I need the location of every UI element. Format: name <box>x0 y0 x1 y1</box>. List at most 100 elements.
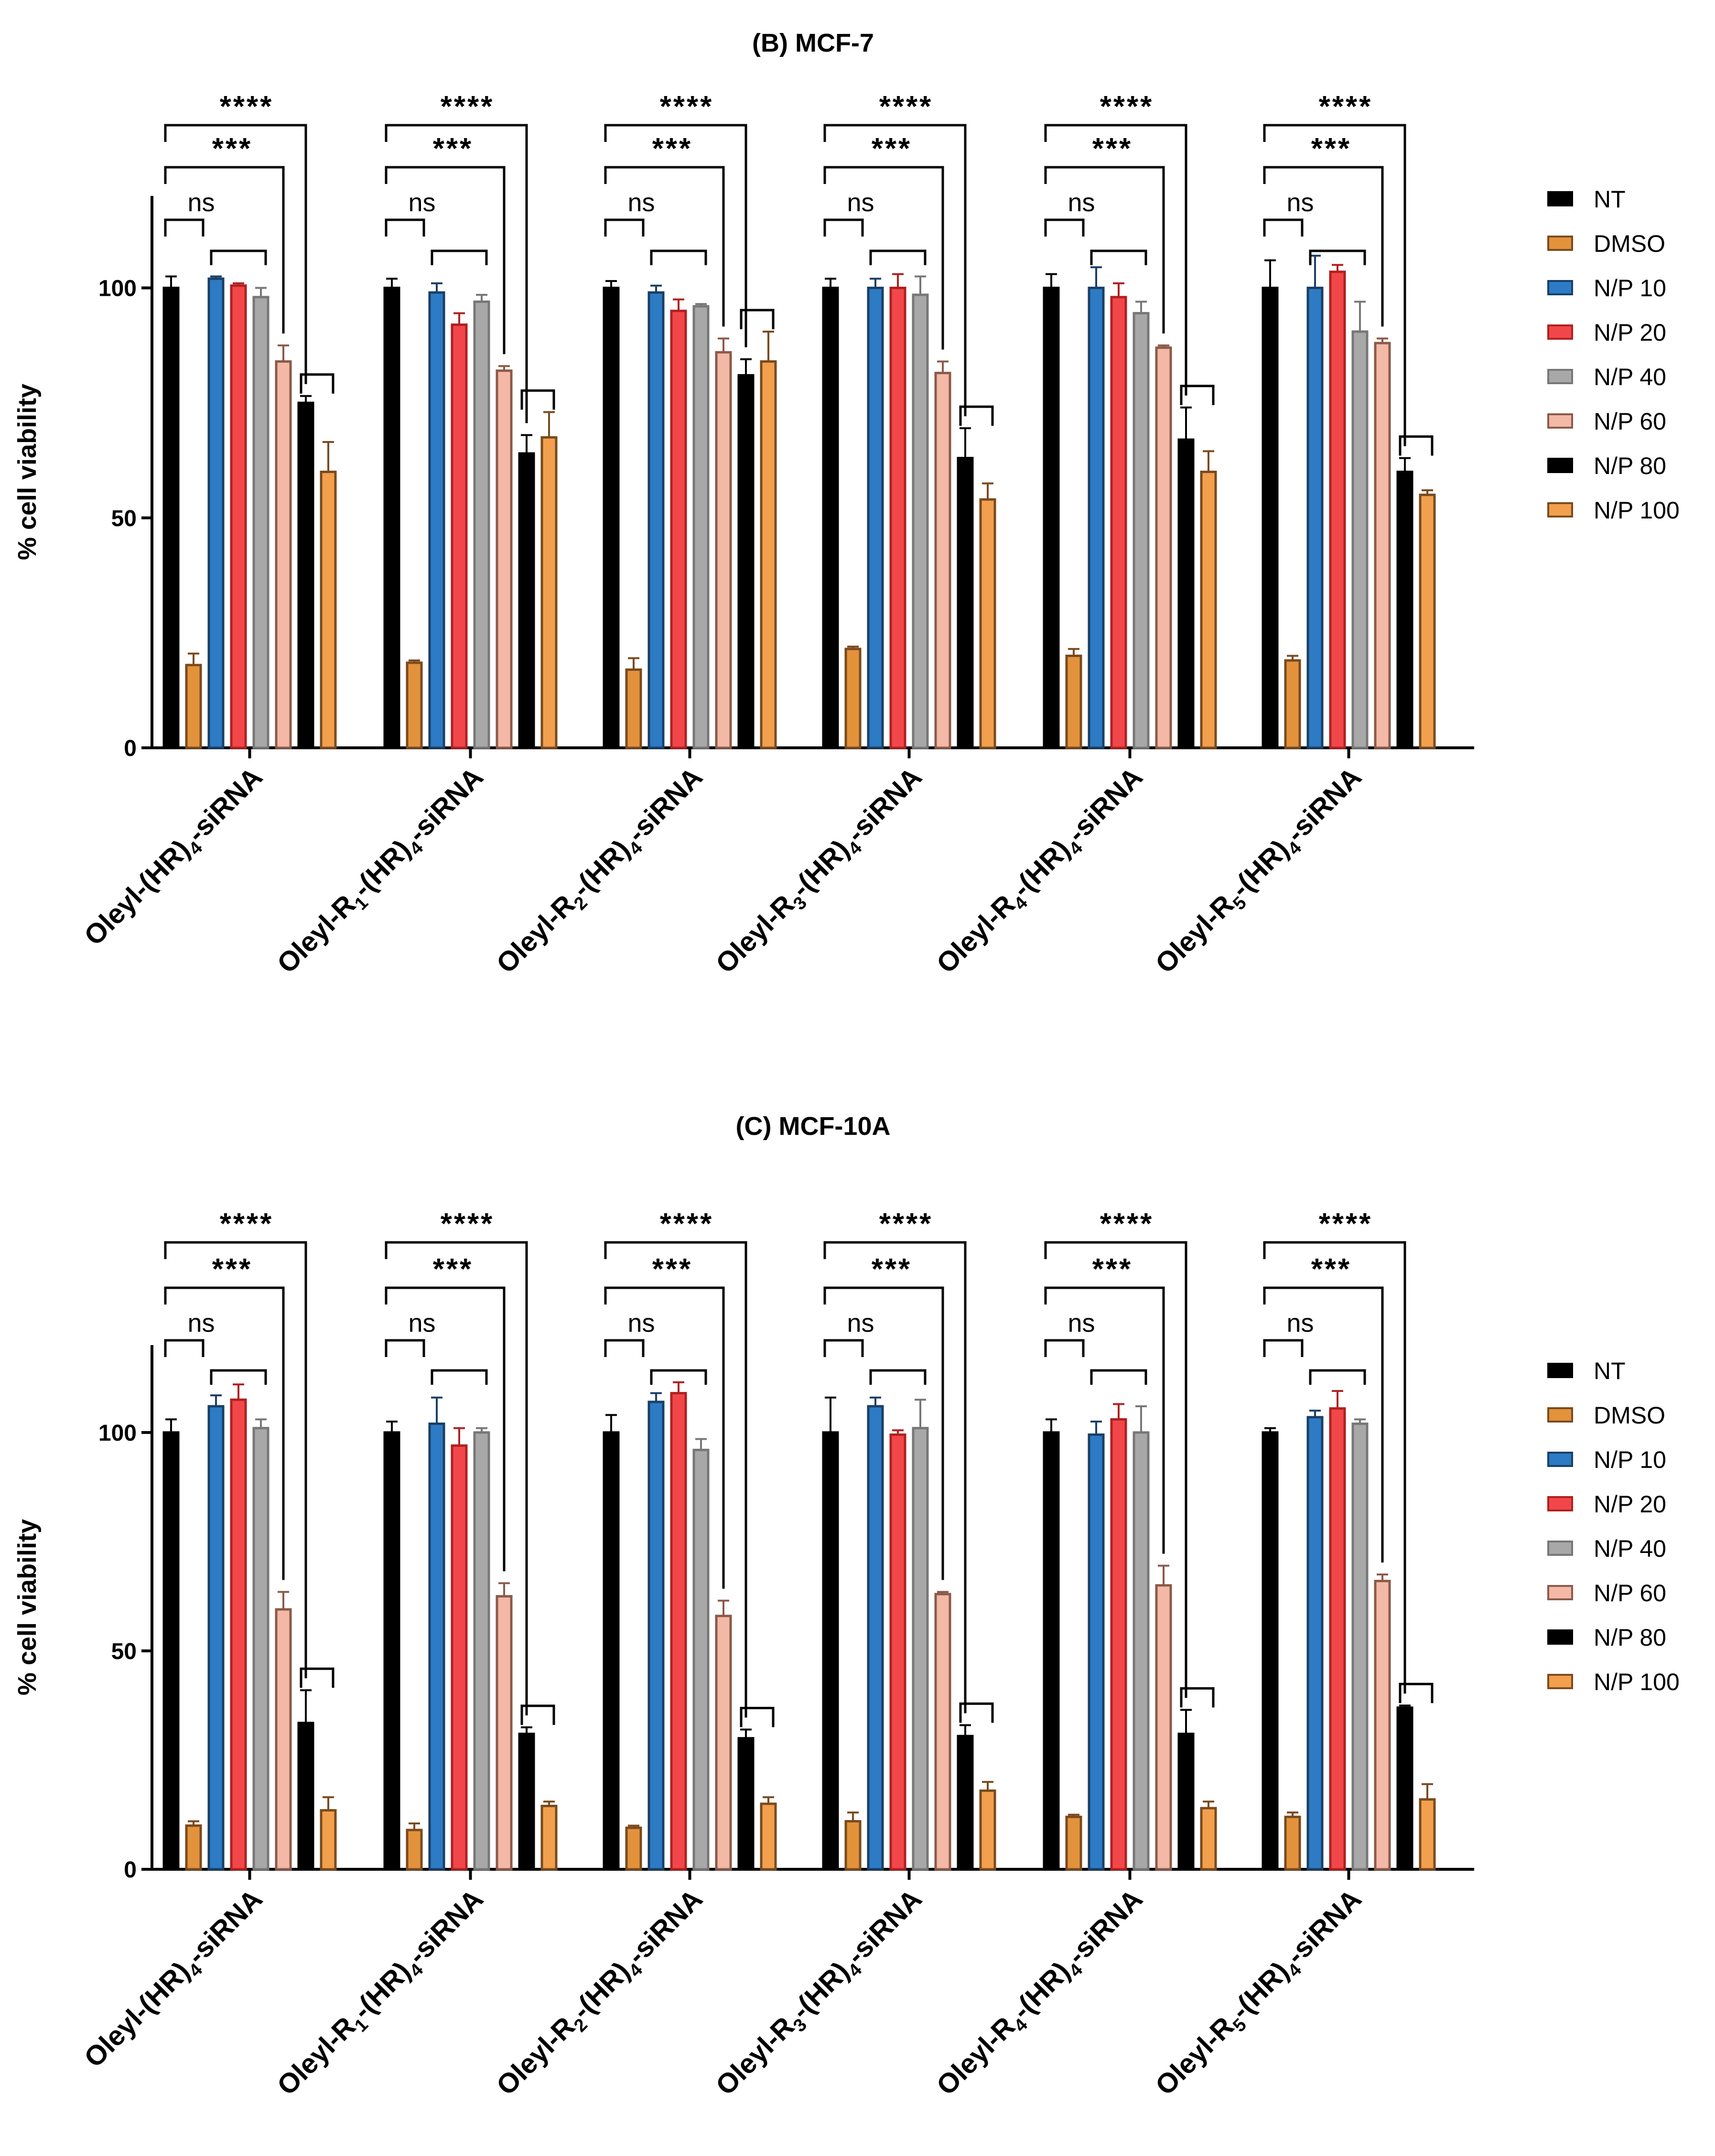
significance-bracket-ns <box>1044 1339 1085 1357</box>
significance-bracket-4star <box>1263 124 1406 446</box>
significance-bracket-pair <box>1399 1682 1434 1703</box>
bar-n-p-20 <box>670 310 687 749</box>
significance-label: *** <box>1092 1253 1133 1286</box>
significance-label: ns <box>847 1309 874 1337</box>
x-tick-label: Oleyl-R5-(HR)4-siRNA <box>1149 761 1370 982</box>
legend-swatch <box>1547 1452 1573 1467</box>
significance-label: *** <box>433 1253 473 1286</box>
significance-bracket-3star <box>1263 166 1384 327</box>
significance-bracket-pair <box>1180 1687 1215 1708</box>
legend-label: DMSO <box>1594 1402 1665 1429</box>
bar-n-p-60 <box>934 1593 951 1871</box>
legend-label: N/P 10 <box>1594 1446 1666 1473</box>
significance-bracket-sub <box>650 1369 707 1385</box>
bar-dmso <box>844 1820 862 1871</box>
legend-label: N/P 60 <box>1594 408 1666 435</box>
significance-bracket-4star <box>164 1241 307 1679</box>
bar-n-p-40 <box>692 305 710 749</box>
bar-nt <box>822 287 839 749</box>
bar-n-p-100 <box>760 1802 777 1871</box>
significance-bracket-pair <box>740 309 775 329</box>
bar-n-p-80 <box>1396 471 1413 749</box>
x-tick-label: Oleyl-R1-(HR)4-siRNA <box>271 761 492 982</box>
legend-label: N/P 100 <box>1594 497 1680 524</box>
significance-bracket-pair <box>1399 435 1434 456</box>
legend-swatch <box>1547 324 1573 340</box>
bar-n-p-40 <box>473 300 490 749</box>
significance-label: **** <box>220 90 274 123</box>
significance-label: **** <box>1319 1207 1373 1240</box>
bar-n-p-10 <box>428 291 445 749</box>
significance-bracket-3star <box>1263 1286 1384 1563</box>
legend-label: NT <box>1594 186 1626 213</box>
significance-label: *** <box>652 1253 692 1286</box>
significance-bracket-4star <box>604 1241 747 1718</box>
bar-n-p-40 <box>1351 1423 1369 1871</box>
significance-bracket-pair <box>520 389 555 410</box>
bar-n-p-80 <box>518 452 535 749</box>
significance-bracket-sub <box>1309 1369 1366 1385</box>
bar-n-p-80 <box>737 374 755 749</box>
significance-bracket-3star <box>385 1286 506 1572</box>
bar-n-p-60 <box>496 1595 513 1871</box>
significance-bracket-pair <box>740 1706 775 1727</box>
bar-n-p-20 <box>1329 270 1346 749</box>
bar-dmso <box>1065 1815 1082 1871</box>
significance-label: **** <box>441 90 495 123</box>
bar-n-p-60 <box>1374 342 1391 749</box>
bar-nt <box>822 1431 839 1871</box>
bar-n-p-10 <box>647 1401 665 1871</box>
significance-bracket-3star <box>385 166 506 355</box>
bar-n-p-60 <box>715 351 732 749</box>
bar-n-p-40 <box>1351 330 1369 749</box>
significance-label: **** <box>879 1207 933 1240</box>
legend-label: N/P 20 <box>1594 319 1666 346</box>
significance-bracket-sub <box>869 249 927 265</box>
legend-label: DMSO <box>1594 230 1665 257</box>
bar-dmso <box>406 1829 423 1871</box>
legend-swatch <box>1547 1363 1573 1378</box>
bar-n-p-20 <box>1110 1418 1127 1871</box>
significance-bracket-4star <box>1044 1241 1187 1698</box>
significance-bracket-4star <box>823 1241 967 1714</box>
significance-bracket-3star <box>164 166 285 334</box>
x-tick-label: Oleyl-R2-(HR)4-siRNA <box>490 761 712 982</box>
bar-n-p-20 <box>451 323 468 749</box>
x-tick-label: Oleyl-R2-(HR)4-siRNA <box>490 1883 712 2104</box>
legend-label: N/P 100 <box>1594 1669 1680 1695</box>
significance-bracket-3star <box>604 1286 725 1589</box>
bar-n-p-100 <box>540 436 558 749</box>
significance-label: ns <box>627 1309 655 1337</box>
significance-bracket-ns <box>385 218 425 237</box>
significance-bracket-3star <box>1044 166 1165 334</box>
legend-label: NT <box>1594 1358 1626 1384</box>
y-axis-label: % cell viability <box>13 1519 42 1695</box>
significance-bracket-4star <box>1263 1241 1406 1694</box>
bar-n-p-20 <box>670 1392 687 1871</box>
legend-swatch <box>1547 1629 1573 1645</box>
x-tick-label: Oleyl-(HR)4-siRNA <box>78 1883 272 2077</box>
significance-label: ns <box>408 188 435 217</box>
significance-bracket-3star <box>1044 1286 1165 1554</box>
significance-label: *** <box>1092 132 1133 165</box>
bar-n-p-100 <box>760 360 777 749</box>
chart-panel-2: (C) MCF-10A% cell viability050100*******… <box>13 1112 1680 2104</box>
bar-n-p-100 <box>1419 494 1436 749</box>
y-tick-label: 0 <box>124 1857 137 1883</box>
bar-n-p-100 <box>1419 1798 1436 1871</box>
x-tick-label: Oleyl-(HR)4-siRNA <box>78 761 272 955</box>
significance-label: *** <box>433 132 473 165</box>
bar-nt <box>1043 1431 1060 1871</box>
significance-bracket-pair <box>959 1702 994 1723</box>
bar-n-p-80 <box>1177 438 1195 749</box>
significance-bracket-sub <box>1090 1369 1147 1385</box>
bar-n-p-100 <box>1200 1807 1217 1871</box>
significance-bracket-pair <box>1180 385 1215 405</box>
bar-n-p-20 <box>889 1433 906 1871</box>
significance-label: **** <box>1319 90 1373 123</box>
bar-n-p-60 <box>715 1615 732 1871</box>
significance-bracket-ns <box>604 218 645 237</box>
x-tick-label: Oleyl-R4-(HR)4-siRNA <box>930 1883 1152 2104</box>
significance-bracket-ns <box>604 1339 645 1357</box>
bar-n-p-80 <box>957 1735 974 1871</box>
